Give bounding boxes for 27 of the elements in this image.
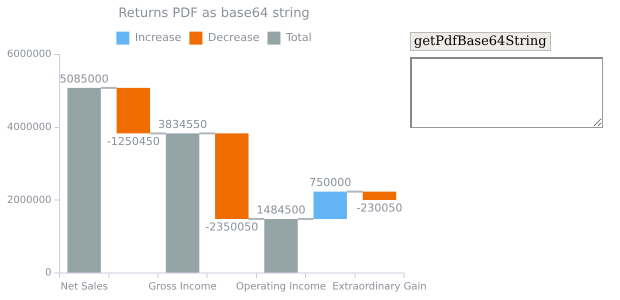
y-tick-label: 2000000: [6, 194, 52, 206]
data-label: 5085000: [60, 72, 109, 86]
y-tick-label: 0: [45, 268, 52, 279]
data-label: 1484500: [256, 203, 306, 216]
bar: [215, 133, 249, 219]
bar: [67, 88, 101, 272]
legend-label: Total: [284, 30, 312, 44]
data-label: -230050: [356, 201, 402, 214]
x-tick-label: Operating Income: [236, 282, 326, 293]
y-tick-label: 6000000: [6, 49, 52, 60]
bar: [264, 218, 298, 272]
data-label: 3834550: [158, 118, 208, 131]
legend-label: Decrease: [208, 30, 260, 44]
text: getPdfBase64String: [410, 32, 551, 51]
chart-title: Returns PDF as base64 string: [118, 6, 310, 22]
bar: [116, 88, 150, 134]
bar: [314, 192, 347, 219]
x-tick-label: Gross Income: [148, 282, 217, 293]
data-label: -2350050: [205, 220, 258, 234]
x-tick-label: Extraordinary Gain: [332, 282, 427, 293]
bar: [362, 192, 396, 200]
x-tick-label: Net Sales: [60, 282, 108, 293]
legend-label: Increase: [134, 30, 182, 44]
bar: [166, 133, 200, 272]
data-label: 750000: [309, 176, 352, 190]
data-label: -1250450: [106, 134, 160, 148]
y-tick-label: 4000000: [6, 122, 52, 133]
